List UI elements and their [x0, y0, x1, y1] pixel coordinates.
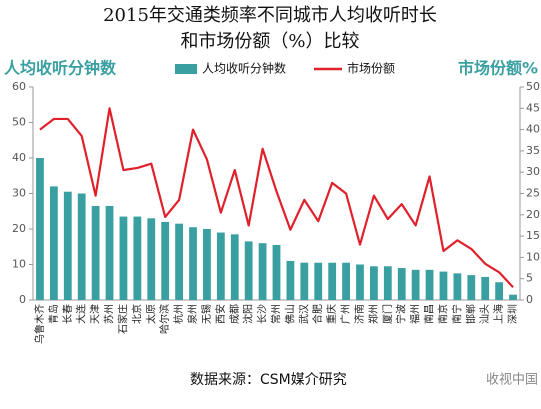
x-tick-label: 深圳 — [507, 304, 519, 324]
bar — [216, 232, 225, 300]
bar — [244, 241, 253, 300]
bar — [286, 260, 295, 300]
chart-title: 和市场份额（%）比较 — [180, 31, 359, 52]
y2-tick-label: 15 — [526, 229, 540, 242]
bar — [133, 216, 142, 300]
y-tick-label: 20 — [12, 222, 26, 235]
x-tick-label: 邯郸 — [464, 304, 477, 324]
y-tick-label: 50 — [12, 116, 26, 129]
y2-tick-label: 5 — [526, 272, 533, 285]
x-tick-label: 宁波 — [395, 304, 408, 324]
x-tick-label: 南宁 — [450, 304, 463, 324]
x-tick-label: 天津 — [90, 304, 102, 324]
line — [39, 107, 514, 288]
bar — [63, 191, 72, 300]
bar — [328, 262, 337, 300]
x-tick-label: 福州 — [409, 304, 422, 324]
bar — [481, 276, 490, 300]
y2-tick-label: 10 — [526, 250, 540, 263]
bar — [370, 266, 378, 300]
bar — [36, 158, 44, 300]
y2-tick-label: 45 — [526, 101, 540, 114]
x-tick-label: 太原 — [144, 304, 157, 324]
bar — [105, 205, 114, 300]
bar — [272, 244, 281, 300]
bar — [119, 216, 128, 300]
x-tick-label: 南昌 — [423, 304, 436, 324]
watermark: 收视中国 — [486, 373, 538, 388]
bar — [314, 262, 323, 300]
bar — [383, 266, 392, 300]
y2-tick-label: 35 — [526, 144, 540, 157]
bar — [49, 186, 58, 300]
bar — [342, 262, 350, 300]
chart-title: 2015年交通类频率不同城市人均收听时长 — [103, 5, 437, 26]
x-tick-label: 西安 — [214, 304, 227, 324]
bar — [411, 269, 420, 300]
x-tick-label: 常州 — [270, 304, 283, 324]
x-tick-label: 青岛 — [47, 304, 60, 324]
y2-tick-label: 50 — [526, 80, 540, 93]
bar — [425, 269, 434, 300]
x-tick-label: 大连 — [75, 304, 88, 324]
y2-tick-label: 25 — [526, 187, 540, 200]
x-tick-label: 济南 — [353, 304, 366, 324]
bar — [439, 271, 448, 300]
x-tick-label: 石家庄 — [116, 304, 129, 334]
y2-tick-label: 0 — [526, 293, 533, 306]
x-tick-label: 哈尔滨 — [158, 304, 171, 334]
x-tick-label: 武汉 — [297, 304, 310, 324]
bar — [467, 275, 476, 300]
y-tick-label: 30 — [12, 187, 26, 200]
bar — [189, 227, 197, 300]
x-tick-label: 合肥 — [311, 304, 324, 324]
x-tick-label: 重庆 — [325, 304, 338, 324]
bar — [230, 234, 239, 300]
bar — [161, 221, 170, 300]
bar — [509, 294, 517, 300]
x-tick-label: 北京 — [130, 304, 143, 324]
y2-tick-label: 30 — [526, 165, 540, 178]
bar — [356, 264, 364, 300]
x-tick-label: 乌鲁木齐 — [33, 304, 46, 344]
y-tick-label: 60 — [12, 80, 26, 93]
y2-axis-label: 市场份额% — [458, 59, 538, 78]
x-tick-label: 汕头 — [479, 304, 491, 324]
bar — [300, 262, 309, 300]
y-tick-label: 40 — [12, 151, 26, 164]
legend-label: 市场份额 — [347, 61, 395, 76]
x-tick-label: 沈阳 — [242, 304, 255, 324]
y-axis-label: 人均收听分钟数 — [4, 59, 117, 78]
x-tick-label: 杭州 — [172, 304, 185, 324]
x-tick-label: 厦门 — [381, 304, 394, 324]
x-tick-label: 南京 — [436, 304, 449, 324]
y2-tick-label: 40 — [526, 123, 540, 136]
x-tick-label: 郑州 — [367, 304, 380, 324]
x-tick-label: 泉州 — [186, 304, 199, 324]
bar — [495, 282, 504, 300]
y2-tick-label: 20 — [526, 208, 540, 221]
bar — [77, 193, 86, 300]
bar — [258, 243, 267, 300]
legend-label: 人均收听分钟数 — [202, 61, 286, 76]
x-tick-label: 长春 — [62, 304, 74, 324]
x-tick-label: 苏州 — [103, 304, 116, 324]
bar — [175, 223, 183, 300]
y-tick-label: 0 — [19, 293, 26, 306]
x-tick-label: 长沙 — [257, 304, 269, 324]
x-tick-label: 成都 — [229, 304, 241, 324]
x-tick-label: 广州 — [340, 304, 352, 324]
bar — [397, 268, 406, 300]
y-tick-label: 10 — [12, 258, 26, 271]
bar — [203, 229, 211, 300]
x-tick-label: 无锡 — [200, 304, 213, 324]
x-tick-label: 上海 — [492, 304, 505, 324]
legend-swatch — [175, 64, 197, 74]
source-note: 数据来源：CSM媒介研究 — [190, 372, 347, 388]
bar — [453, 273, 462, 300]
bar — [91, 205, 100, 300]
bar — [147, 218, 156, 300]
x-tick-label: 佛山 — [283, 304, 296, 324]
